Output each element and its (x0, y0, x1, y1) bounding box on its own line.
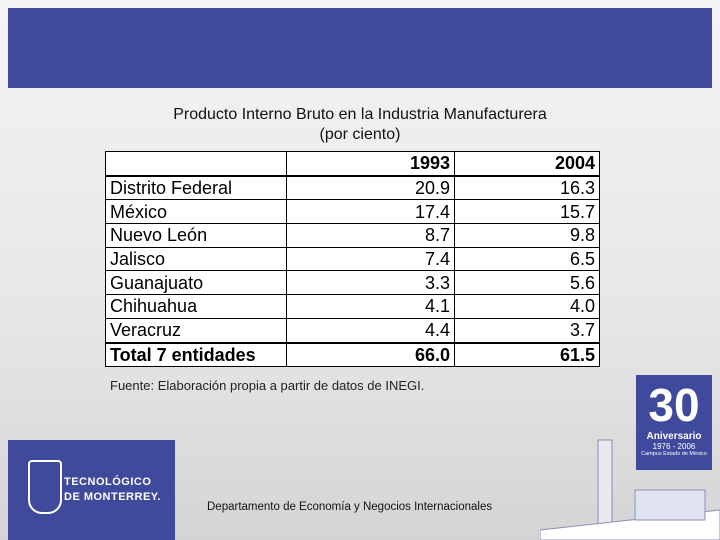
cell: 3.7 (454, 317, 600, 344)
building (634, 489, 706, 521)
cell: 6.5 (454, 246, 600, 272)
table-row: Chihuahua 4.1 4.0 (105, 294, 600, 319)
table-row: México 17.4 15.7 (105, 199, 600, 225)
row-label: Total 7 entidades (105, 341, 287, 368)
table-row: Jalisco 7.4 6.5 (105, 246, 600, 272)
badge-campus: Campus Estado de México (641, 451, 707, 457)
cell: 4.4 (286, 317, 455, 344)
total-row: Total 7 entidades 66.0 61.5 (105, 341, 600, 368)
row-label: Guanajuato (105, 270, 287, 296)
cell: 17.4 (286, 199, 455, 225)
row-label: Veracruz (105, 317, 287, 344)
logo: TECNOLÓGICO DE MONTERREY. (8, 440, 175, 540)
header-cell: 1993 (286, 150, 455, 177)
badge-years: 1976 - 2006 (652, 442, 696, 451)
row-label: Chihuahua (105, 294, 287, 319)
header-cell: 2004 (454, 150, 600, 177)
logo-text: TECNOLÓGICO (64, 476, 152, 488)
logo-text: DE MONTERREY. (64, 491, 161, 503)
cell: 3.3 (286, 270, 455, 296)
cell: 4.1 (286, 294, 455, 319)
header-banner (8, 8, 712, 88)
table-row: Guanajuato 3.3 5.6 (105, 270, 600, 296)
title: Producto Interno Bruto en la Industria M… (173, 106, 547, 123)
source-note: Fuente: Elaboración propia a partir de d… (110, 378, 425, 393)
row-label: Nuevo León (105, 223, 287, 248)
cell: 20.9 (286, 175, 455, 201)
cell: 4.0 (454, 294, 600, 319)
badge-label: Aniversario (646, 431, 702, 442)
anniversary-badge: 30 Aniversario 1976 - 2006 Campus Estado… (636, 375, 712, 470)
tower (597, 439, 613, 540)
cell: 8.7 (286, 223, 455, 248)
subtitle: (por ciento) (319, 126, 401, 143)
cell: 61.5 (454, 341, 600, 368)
header-cell (105, 150, 287, 177)
row-label: Jalisco (105, 246, 287, 272)
header-row: 1993 2004 (105, 150, 600, 177)
cell: 5.6 (454, 270, 600, 296)
cell: 66.0 (286, 341, 455, 368)
footer: Departamento de Economía y Negocios Inte… (207, 501, 493, 513)
row-label: México (105, 199, 287, 225)
cell: 9.8 (454, 223, 600, 248)
table-row: Distrito Federal 20.9 16.3 (105, 175, 600, 201)
cell: 15.7 (454, 199, 600, 225)
row-label: Distrito Federal (105, 175, 287, 201)
table-row: Veracruz 4.4 3.7 (105, 317, 600, 344)
crest (28, 460, 62, 514)
badge-number: 30 (648, 379, 700, 431)
cell: 7.4 (286, 246, 455, 272)
data-table: 1993 2004 Distrito Federal 20.9 16.3 México 17… (105, 150, 600, 368)
table-row: Nuevo León 8.7 9.8 (105, 223, 600, 248)
cell: 16.3 (454, 175, 600, 201)
building-illustration (540, 439, 720, 540)
